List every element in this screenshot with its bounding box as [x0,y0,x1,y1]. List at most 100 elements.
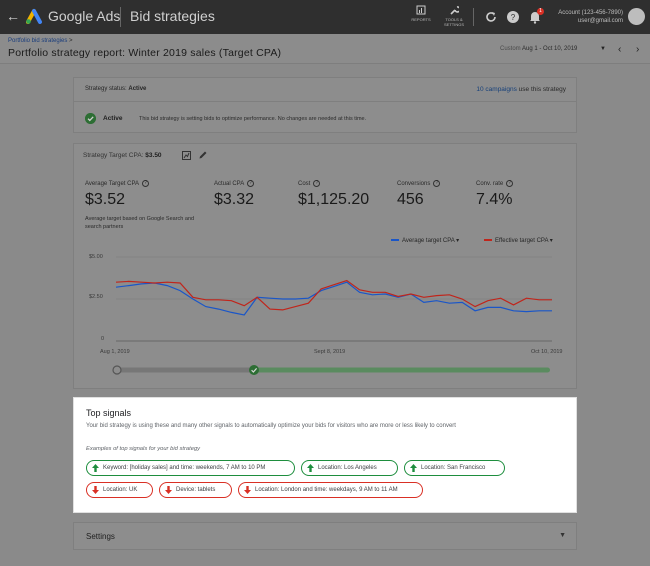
timeline-track-active [252,367,550,373]
metric-value: $3.52 [85,191,126,209]
account-info[interactable]: Account (123-456-7890) user@gmail.com [555,9,623,25]
legend-average-target-cpa[interactable]: Average target CPA ▾ [391,237,459,244]
x-tick-label: Aug 1, 2019 [100,349,130,355]
date-range-selector[interactable]: Custom Aug 1 - Oct 10, 2019 [500,46,577,52]
help-icon[interactable]: ? [506,180,514,187]
metric-conversions: Conversions? 456 [397,180,441,209]
arrow-down-icon [165,486,172,494]
help-icon[interactable]: ? [433,180,441,187]
metric-value: 7.4% [476,191,513,209]
reports-label: REPORTS [411,17,431,22]
metric-value: 456 [397,191,424,209]
metric-label: Actual CPA? [214,180,255,187]
help-icon[interactable]: ? [506,10,520,24]
strategy-status-card: Strategy status: Active 10 campaigns use… [73,77,577,133]
product-name: Google Ads [48,8,121,24]
page-title: Bid strategies [130,8,215,24]
back-arrow-icon[interactable]: ← [6,8,20,24]
metric-cost: Cost? $1,125.20 [298,180,369,209]
active-label: Active [103,115,123,122]
signal-chip-positive: Keyword: [holiday sales] and time: weeke… [86,460,295,476]
divider [473,8,474,26]
legend-swatch [391,239,399,242]
legend-label: Average target CPA [402,238,455,244]
arrow-up-icon [92,464,99,472]
timeline-track-past [116,367,252,373]
date-dropdown-icon[interactable]: ▼ [600,46,606,52]
tools-settings-button[interactable]: TOOLS & SETTINGS [437,5,471,27]
timeline-start-marker[interactable] [112,365,122,375]
svg-text:?: ? [511,13,516,22]
legend-label: Effective target CPA [495,238,549,244]
help-icon[interactable]: ? [247,180,255,187]
help-icon[interactable]: ? [313,180,321,187]
date-range-label: Custom [500,46,521,52]
y-tick-label: $2.50 [89,294,103,300]
report-title: Portfolio strategy report: Winter 2019 s… [8,47,282,59]
y-tick-label: $5.00 [89,254,103,260]
top-signals-description: Your bid strategy is using these and man… [86,423,456,429]
google-ads-logo-icon [26,9,42,24]
check-circle-icon [85,113,96,124]
timeline-active-marker[interactable] [249,365,259,375]
divider [120,7,121,27]
metric-label: Average Target CPA? [85,180,150,187]
x-tick-label: Oct 10, 2019 [531,349,563,355]
edit-pencil-icon[interactable] [198,150,208,160]
arrow-down-icon [92,486,99,494]
settings-label: Settings [86,532,115,541]
metric-actual-cpa: Actual CPA? $3.32 [214,180,255,209]
previous-period-icon[interactable]: ‹ [618,44,622,55]
settings-section[interactable]: Settings ▼ [73,522,577,550]
metric-label: Conversions? [397,180,441,187]
account-email: user@gmail.com [577,18,623,24]
signals-examples-label: Examples of top signals for your bid str… [86,446,201,452]
y-tick-label: 0 [101,336,105,342]
breadcrumb-link[interactable]: Portfolio bid strategies [8,38,68,44]
top-signals-title: Top signals [86,408,132,418]
strategy-status: Strategy status: Active [85,86,146,92]
chevron-down-icon[interactable]: ▼ [559,532,566,539]
legend-swatch [484,239,492,242]
x-tick-label: Sept 8, 2019 [314,349,346,355]
top-app-bar: ← Google Ads Bid strategies REPORTS TOOL… [0,0,650,34]
signal-chip-positive: Location: San Francisco [404,460,505,476]
series-line-average-target-cpa [115,281,552,316]
page-header: Portfolio bid strategies > Portfolio str… [0,34,650,64]
tools-label: TOOLS & SETTINGS [443,17,464,27]
legend-effective-target-cpa[interactable]: Effective target CPA ▾ [484,237,553,244]
metric-note: Average target based on Google Search an… [85,216,195,230]
avatar[interactable] [628,8,645,25]
account-id: Account (123-456-7890) [558,10,623,16]
status-row: Strategy status: Active 10 campaigns use… [74,78,576,102]
campaigns-info: 10 campaigns use this strategy [476,86,566,93]
signal-chip-negative: Device: tablets [159,482,232,498]
status-label: Strategy status: [85,86,127,92]
metric-conv-rate: Conv. rate? 7.4% [476,180,514,209]
simulator-icon[interactable] [182,151,191,160]
breadcrumb-separator: > [69,38,73,44]
arrow-up-icon [410,464,417,472]
signal-chip-negative: Location: London and time: weekdays, 9 A… [238,482,423,498]
target-cpa-value: $3.50 [145,152,162,159]
metric-average-target-cpa: Average Target CPA? $3.52 [85,180,150,209]
target-cpa-label: Strategy Target CPA: [83,152,144,159]
top-signals-card: Top signals Your bid strategy is using t… [73,397,577,513]
help-icon[interactable]: ? [142,180,150,187]
metric-value: $1,125.20 [298,191,370,209]
signal-chip-negative: Location: UK [86,482,153,498]
status-value: Active [128,86,147,92]
strategy-target-cpa: Strategy Target CPA: $3.50 [83,152,162,159]
next-period-icon[interactable]: › [636,44,640,55]
arrow-down-icon [244,486,251,494]
check-icon [251,368,258,373]
metric-label: Cost? [298,180,369,187]
metric-value: $3.32 [214,191,255,209]
series-line-effective-target-cpa [115,279,552,311]
reports-icon [416,5,426,15]
reports-button[interactable]: REPORTS [404,5,438,22]
campaigns-link[interactable]: 10 campaigns [476,86,517,93]
signal-chip-positive: Location: Los Angeles [301,460,398,476]
refresh-icon[interactable] [484,10,498,24]
metric-label: Conv. rate? [476,180,514,187]
